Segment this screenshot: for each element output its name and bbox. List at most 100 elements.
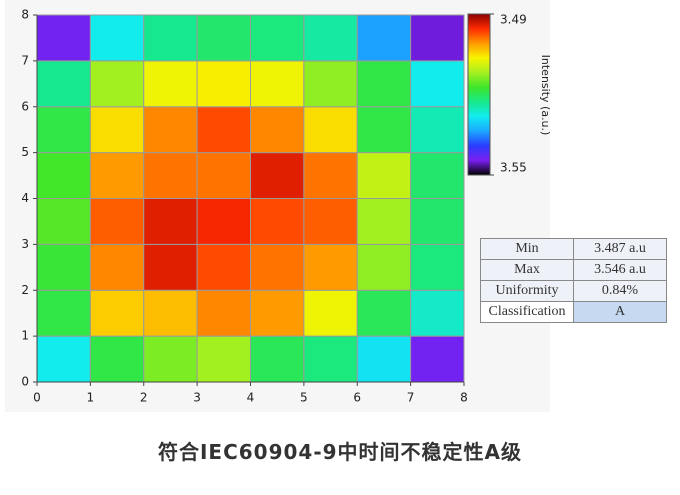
heatmap-cell — [410, 106, 465, 154]
heatmap-cell — [410, 243, 465, 291]
heatmap-cell — [143, 198, 198, 245]
table-row: Classification A — [480, 301, 667, 323]
y-tick-label: 0 — [21, 375, 29, 389]
heatmap-cell — [143, 14, 198, 62]
heatmap-cell — [89, 335, 145, 383]
chart: 0 1 2 3 4 5 6 7 8 0 1 2 3 4 5 6 7 8 3.49 3.55 Intensity (a.u… — [21, 7, 552, 405]
heatmap-cell — [196, 289, 251, 337]
heatmap-cell — [36, 106, 91, 154]
heatmap-cell — [36, 243, 91, 291]
x-tick-label: 6 — [353, 391, 361, 405]
heatmap-cell — [143, 243, 198, 291]
table-row: Uniformity 0.84% — [480, 280, 667, 302]
heatmap-cell — [143, 60, 198, 108]
colorbar-tick-label: 3.55 — [500, 161, 527, 175]
heatmap-cell — [250, 152, 305, 199]
x-tick-label: 2 — [140, 391, 148, 405]
heatmap-cell — [36, 335, 91, 383]
heatmap-cell — [356, 106, 412, 154]
heatmap-cell — [303, 243, 358, 291]
heatmap-cell — [356, 198, 412, 245]
heatmap-cell — [196, 198, 251, 245]
y-tick-label: 8 — [21, 8, 29, 22]
heatmap-cell — [250, 60, 305, 108]
table-label: Uniformity — [480, 280, 574, 302]
heatmap-cell — [36, 60, 91, 108]
heatmap-cell — [89, 60, 145, 108]
heatmap-cell — [410, 289, 465, 337]
heatmap-cell — [250, 335, 305, 383]
heatmap-cell — [89, 198, 145, 245]
heatmap-cell — [250, 14, 305, 62]
heatmap-cell — [143, 106, 198, 154]
caption: 符合IEC60904-9中时间不稳定性A级 — [157, 440, 523, 464]
stats-table: Min 3.487 a.u Max 3.546 a.u Uniformity 0.84% C… — [480, 238, 667, 323]
heatmap-cell — [250, 106, 305, 154]
heatmap-cell — [356, 14, 412, 62]
heatmap-cell — [250, 289, 305, 337]
heatmap-cell — [196, 106, 251, 154]
heatmap-cell — [196, 152, 251, 199]
y-tick-label: 1 — [21, 329, 29, 343]
heatmap-cell — [410, 60, 465, 108]
table-row: Min 3.487 a.u — [480, 238, 667, 260]
heatmap-cell — [303, 152, 358, 199]
heatmap-cell — [410, 198, 465, 245]
heatmap-cell — [303, 198, 358, 245]
heatmap-cell — [356, 289, 412, 337]
heatmap-cell — [89, 106, 145, 154]
heatmap-cell — [196, 14, 251, 62]
x-tick-label: 3 — [193, 391, 201, 405]
heatmap-cell — [303, 289, 358, 337]
heatmap-cell — [89, 152, 145, 199]
heatmap-cell — [143, 152, 198, 199]
heatmap-cell — [196, 60, 251, 108]
heatmap-cell — [356, 243, 412, 291]
heatmap-cell — [356, 152, 412, 199]
heatmap-cell — [36, 198, 91, 245]
x-tick-label: 7 — [407, 391, 415, 405]
heatmap-cell — [356, 335, 412, 383]
heatmap-cell — [410, 335, 465, 383]
y-tick-label: 4 — [21, 191, 29, 205]
x-tick-label: 5 — [300, 391, 308, 405]
x-tick-label: 1 — [87, 391, 95, 405]
y-tick-label: 3 — [21, 237, 29, 251]
table-value: 0.84% — [573, 280, 667, 302]
heatmap-cell — [410, 152, 465, 199]
heatmap-cell — [356, 60, 412, 108]
colorbar-label: Intensity (a.u.) — [539, 55, 552, 136]
heatmap-cell — [410, 14, 465, 62]
heatmap-cell — [89, 289, 145, 337]
heatmap-cell — [89, 243, 145, 291]
table-label: Classification — [480, 301, 574, 323]
heatmap-cell — [196, 335, 251, 383]
heatmap-cell — [303, 14, 358, 62]
colorbar-tick-label: 3.49 — [500, 13, 527, 27]
y-tick-label: 5 — [21, 145, 29, 159]
y-tick-label: 7 — [21, 53, 29, 67]
heatmap-cell — [143, 289, 198, 337]
y-tick-label: 2 — [21, 283, 29, 297]
heatmap-cell — [36, 14, 91, 62]
table-label: Max — [480, 259, 574, 281]
table-value: 3.487 a.u — [573, 238, 667, 260]
heatmap-cell — [250, 243, 305, 291]
heatmap-cell — [303, 335, 358, 383]
x-tick-label: 0 — [33, 391, 41, 405]
heatmap-cell — [89, 14, 145, 62]
y-tick-label: 6 — [21, 99, 29, 113]
table-label: Min — [480, 238, 574, 260]
table-row: Max 3.546 a.u — [480, 259, 667, 281]
table-value: 3.546 a.u — [573, 259, 667, 281]
colorbar — [467, 13, 491, 176]
heatmap-cell — [143, 335, 198, 383]
x-tick-label: 4 — [247, 391, 255, 405]
heatmap-cell — [196, 243, 251, 291]
heatmap-cell — [36, 289, 91, 337]
x-tick-label: 8 — [460, 391, 468, 405]
table-value: A — [573, 301, 667, 323]
heatmap-cell — [303, 106, 358, 154]
heatmap-cell — [303, 60, 358, 108]
